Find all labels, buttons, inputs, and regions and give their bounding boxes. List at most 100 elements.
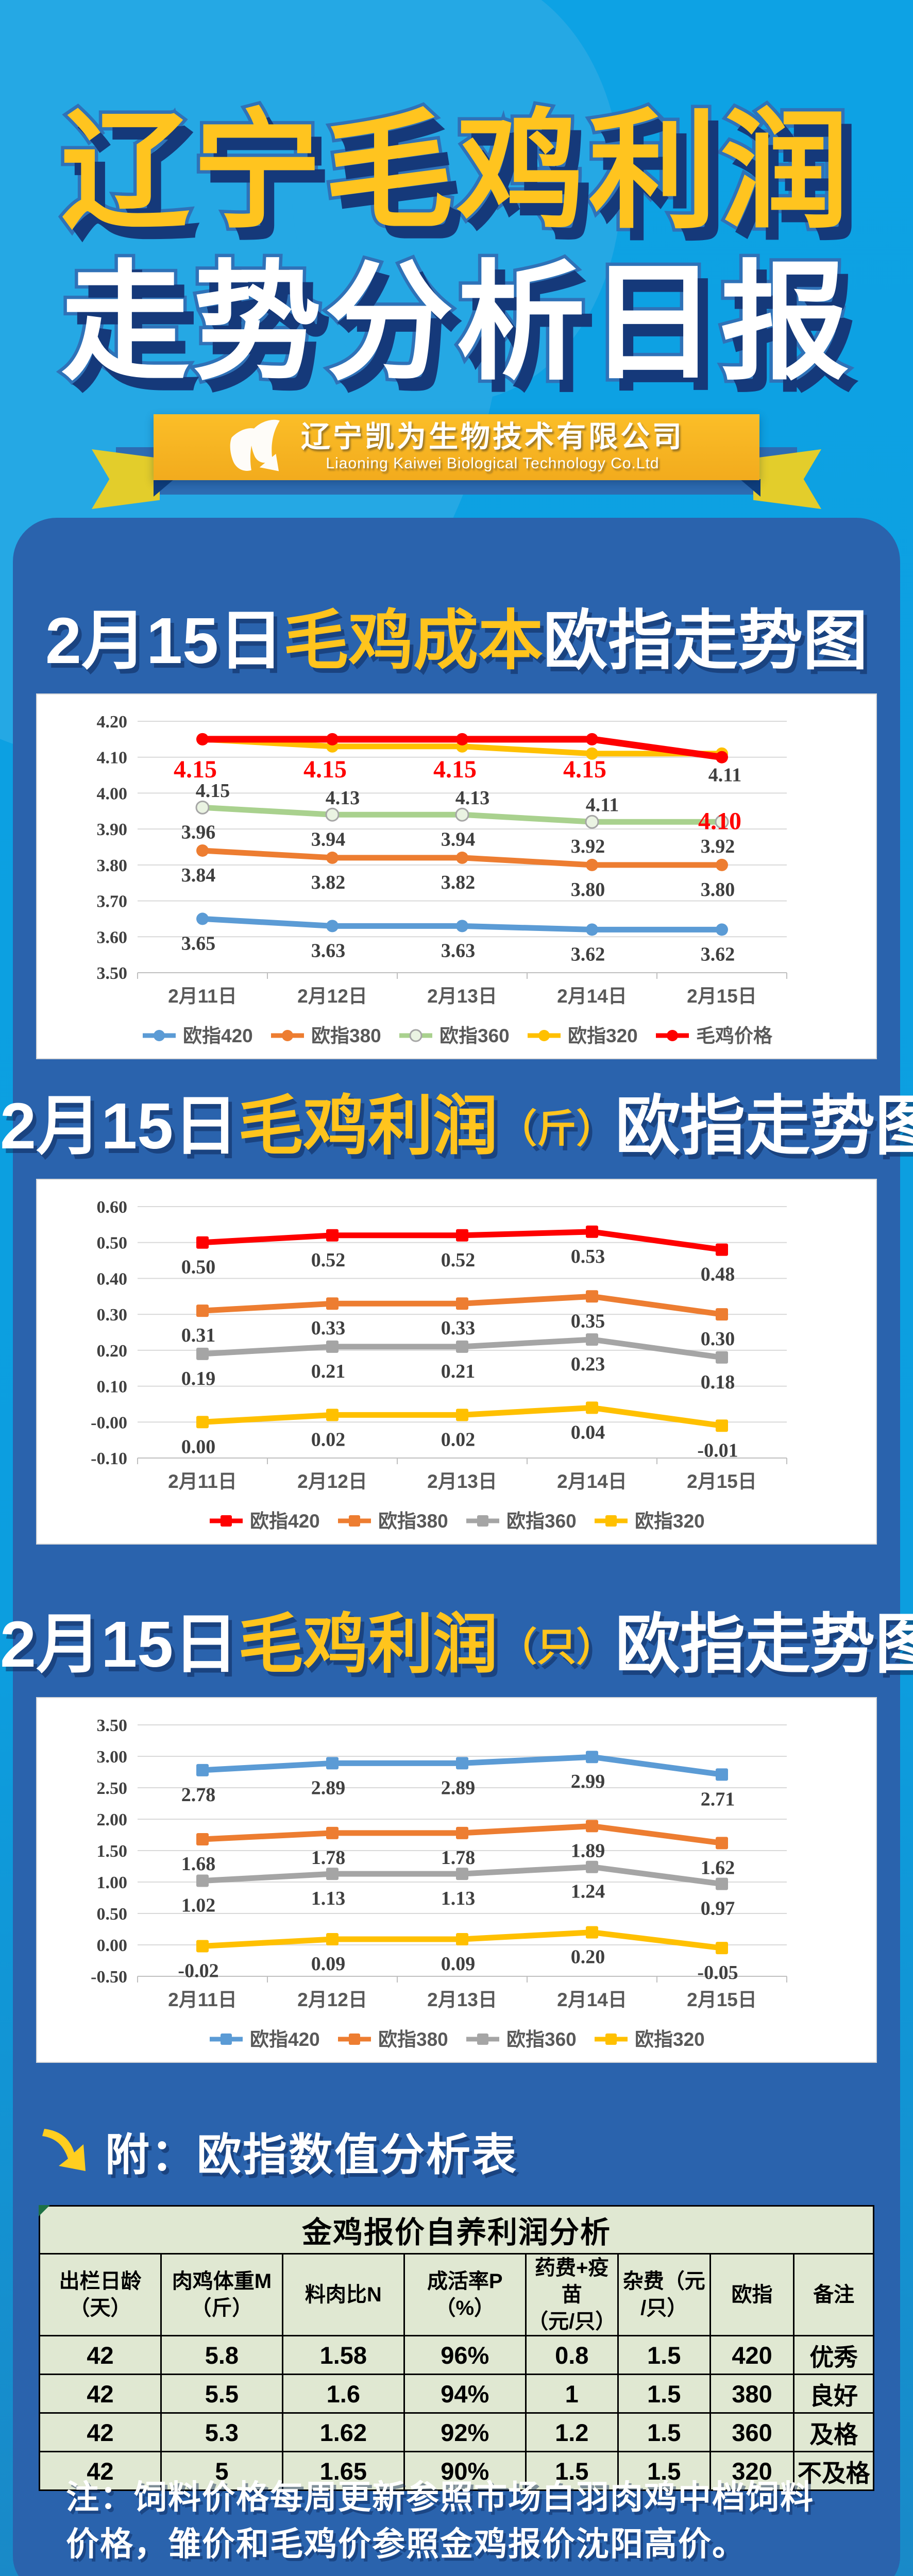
- series-欧指380: 3.84 3.82 3.82 3.80 3.80: [181, 844, 735, 901]
- ribbon-fold-left: [154, 479, 174, 497]
- profit-table-mount: 金鸡报价自养利润分析 出栏日龄 （天） 肉鸡体重M （斤） 料肉比N 成活率P （%） 药费+疫…: [39, 2205, 874, 2491]
- chart-1-title-date: 2月15日: [45, 604, 284, 677]
- svg-text:0.23: 0.23: [571, 1353, 605, 1375]
- svg-text:4.13: 4.13: [326, 787, 360, 809]
- svg-text:2.78: 2.78: [181, 1784, 216, 1806]
- svg-text:4.15: 4.15: [196, 780, 230, 802]
- table-header-cell: 杂费（元/只）: [617, 2253, 711, 2336]
- table-header-cell: 成活率P （%）: [403, 2253, 527, 2336]
- svg-text:3.50: 3.50: [97, 1716, 128, 1735]
- svg-text:-0.05: -0.05: [697, 1962, 738, 1984]
- svg-text:2月14日: 2月14日: [557, 986, 627, 1007]
- series-欧指360: 3.96 3.94 3.94 3.92 3.92: [181, 800, 735, 857]
- svg-text:0.60: 0.60: [97, 1198, 128, 1217]
- svg-text:4.15: 4.15: [303, 756, 347, 783]
- svg-text:0.35: 0.35: [571, 1310, 605, 1332]
- svg-text:3.60: 3.60: [97, 928, 128, 947]
- svg-text:4.13: 4.13: [455, 787, 490, 809]
- table-header-cell: 备注: [793, 2253, 874, 2336]
- svg-text:欧指380: 欧指380: [378, 1511, 448, 1532]
- table-cell: 420: [709, 2335, 795, 2375]
- svg-text:3.92: 3.92: [571, 836, 605, 857]
- page-title-line2: 走势分析日报: [58, 250, 853, 396]
- svg-text:2月12日: 2月12日: [297, 1471, 367, 1492]
- chart-2-svg: 0.60 0.50 0.40 0.30 0.20 0.10 -0.00 -0.10 2月11日 2…: [91, 1198, 787, 1532]
- table-row: 42 5 1.65 90% 1.5 1.5 320 不及格: [39, 2451, 874, 2491]
- chart-1-title-suffix: 欧指走势图: [543, 604, 868, 677]
- table-cell: 380: [709, 2374, 795, 2414]
- svg-text:欧指360: 欧指360: [439, 1025, 510, 1046]
- attachment-header: 附：欧指数值分析表: [40, 2119, 518, 2183]
- legend-item-欧指420: 欧指420: [143, 1025, 253, 1046]
- chart-3-title-highlight: 毛鸡利润: [238, 1608, 498, 1681]
- svg-text:0.33: 0.33: [441, 1317, 476, 1339]
- svg-text:欧指420: 欧指420: [183, 1025, 253, 1046]
- svg-text:3.80: 3.80: [97, 856, 128, 875]
- svg-text:3.82: 3.82: [311, 872, 346, 893]
- svg-text:0.09: 0.09: [441, 1953, 476, 1975]
- chart-2-card: 0.60 0.50 0.40 0.30 0.20 0.10 -0.00 -0.10 2月11日 2…: [36, 1179, 877, 1545]
- table-cell: 1.65: [281, 2451, 405, 2491]
- table-cell: 优秀: [793, 2335, 874, 2375]
- chart-2-title: 2月15日毛鸡利润（斤）欧指走势图: [0, 1092, 913, 1160]
- svg-text:2月14日: 2月14日: [557, 1471, 627, 1492]
- table-cell: 1.5: [617, 2374, 711, 2414]
- svg-text:0.30: 0.30: [97, 1306, 128, 1325]
- table-cell: 1.2: [525, 2412, 619, 2452]
- svg-text:-0.50: -0.50: [91, 1968, 127, 1987]
- svg-text:0.00: 0.00: [97, 1936, 128, 1955]
- table-header-cell: 出栏日龄 （天）: [39, 2253, 162, 2336]
- svg-text:0.21: 0.21: [311, 1361, 346, 1382]
- chart-1-card: 4.20 4.10 4.00 3.90 3.80 3.70 3.60 3.50 2月11日 2月1…: [36, 693, 877, 1059]
- svg-text:0.02: 0.02: [441, 1429, 476, 1450]
- svg-text:2月12日: 2月12日: [297, 986, 367, 1007]
- legend-item-欧指380: 欧指380: [271, 1025, 381, 1046]
- company-banner: 辽宁凯为生物技术有限公司 Liaoning Kaiwei Biological …: [154, 414, 759, 480]
- svg-text:3.80: 3.80: [571, 879, 605, 901]
- table-cell: 1.6: [281, 2374, 405, 2414]
- svg-text:1.78: 1.78: [311, 1847, 346, 1869]
- svg-text:2月13日: 2月13日: [427, 986, 497, 1007]
- chart-2-title-date: 2月15日: [0, 1090, 239, 1162]
- legend-item-欧指420: 欧指420: [210, 1511, 320, 1532]
- table-cell: 不及格: [793, 2451, 874, 2491]
- table-cell: 5.3: [160, 2412, 283, 2452]
- svg-text:3.50: 3.50: [97, 964, 128, 983]
- table-cell: 5: [160, 2451, 283, 2491]
- svg-text:0.33: 0.33: [311, 1317, 346, 1339]
- series-欧指320: 0.00 0.02 0.02 0.04 -0.01: [181, 1401, 738, 1461]
- company-name-cn: 辽宁凯为生物技术有限公司: [301, 420, 684, 454]
- svg-text:0.20: 0.20: [97, 1342, 128, 1361]
- legend-item-欧指420: 欧指420: [210, 2029, 320, 2050]
- legend-item-欧指380: 欧指380: [338, 1511, 448, 1532]
- series-毛鸡价格: 4.15 4.15 4.15 4.154.10: [174, 733, 741, 835]
- svg-text:0.09: 0.09: [311, 1953, 346, 1975]
- series-欧指420: 3.65 3.63 3.63 3.62 3.62: [181, 912, 735, 965]
- svg-text:欧指320: 欧指320: [568, 1025, 638, 1046]
- svg-text:3.84: 3.84: [181, 865, 216, 886]
- svg-text:4.15: 4.15: [433, 756, 477, 783]
- table-cell: 0.8: [525, 2335, 619, 2375]
- svg-text:0.00: 0.00: [181, 1436, 216, 1458]
- svg-text:3.92: 3.92: [701, 836, 735, 857]
- table-header-cell: 料肉比N: [281, 2253, 405, 2336]
- svg-text:欧指420: 欧指420: [250, 1511, 320, 1532]
- svg-text:1.50: 1.50: [97, 1842, 128, 1861]
- svg-text:欧指380: 欧指380: [311, 1025, 381, 1046]
- svg-text:1.62: 1.62: [701, 1857, 735, 1878]
- svg-text:0.20: 0.20: [571, 1946, 605, 1968]
- svg-text:0.50: 0.50: [97, 1234, 128, 1253]
- series-欧指380: 0.31 0.33 0.33 0.35 0.30: [181, 1290, 735, 1350]
- svg-text:2.89: 2.89: [311, 1777, 346, 1799]
- chart-3-title-suffix: 欧指走势图: [615, 1608, 913, 1681]
- svg-text:1.78: 1.78: [441, 1847, 476, 1869]
- svg-text:3.63: 3.63: [311, 940, 346, 961]
- chart-1-svg: 4.20 4.10 4.00 3.90 3.80 3.70 3.60 3.50 2月11日 2月1…: [97, 713, 787, 1046]
- legend-item-欧指380: 欧指380: [338, 2029, 448, 2050]
- chart-3-title-date: 2月15日: [0, 1608, 239, 1681]
- note-line1: 注：饲料价格每周更新参照市场白羽肉鸡中档饲料: [66, 2479, 814, 2516]
- table-cell: 良好: [793, 2374, 874, 2414]
- chart-2-title-unit: （斤）: [498, 1107, 616, 1151]
- svg-text:3.94: 3.94: [311, 828, 346, 850]
- company-names: 辽宁凯为生物技术有限公司 Liaoning Kaiwei Biological …: [301, 421, 684, 473]
